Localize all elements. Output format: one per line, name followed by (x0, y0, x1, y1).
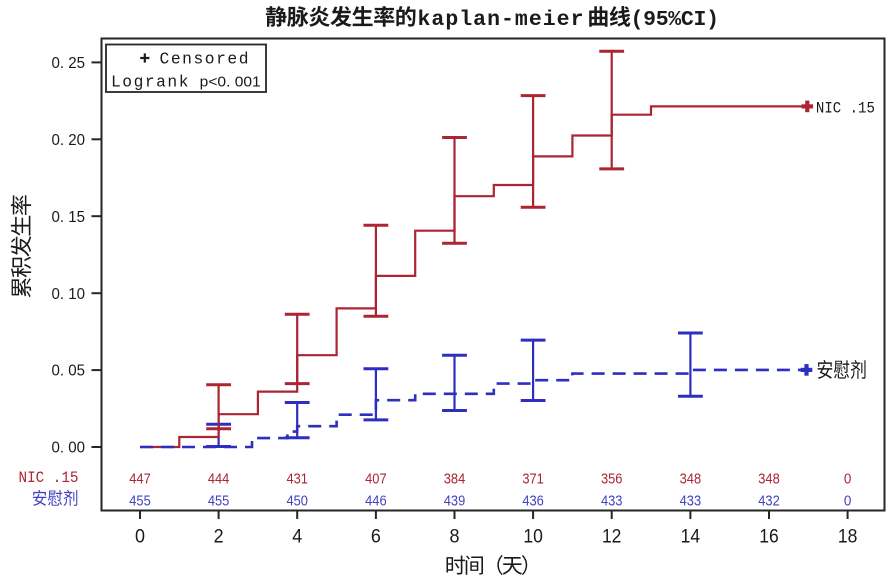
svg-text:14: 14 (681, 525, 701, 547)
svg-text:8: 8 (450, 525, 460, 547)
svg-text:433: 433 (601, 493, 623, 509)
svg-text:407: 407 (365, 471, 387, 487)
svg-text:436: 436 (522, 493, 544, 509)
svg-text:Censored: Censored (160, 50, 249, 69)
svg-text:446: 446 (365, 493, 387, 509)
svg-text:6: 6 (371, 525, 381, 547)
svg-text:432: 432 (758, 493, 780, 509)
svg-text:Logrank: Logrank (111, 72, 189, 91)
svg-text:0: 0 (135, 525, 145, 547)
svg-text:NIC .15: NIC .15 (816, 99, 875, 117)
svg-text:2: 2 (214, 525, 224, 547)
svg-text:444: 444 (208, 471, 230, 487)
svg-text:455: 455 (208, 493, 230, 509)
svg-text:450: 450 (286, 493, 308, 509)
svg-text:0. 15: 0. 15 (52, 209, 86, 226)
svg-text:0. 10: 0. 10 (52, 286, 86, 303)
svg-text:433: 433 (680, 493, 702, 509)
svg-text:455: 455 (129, 493, 151, 509)
svg-text:18: 18 (838, 525, 858, 547)
svg-text:kaplan-meier: kaplan-meier (418, 8, 584, 32)
svg-text:0. 20: 0. 20 (52, 132, 86, 149)
svg-text:371: 371 (522, 471, 544, 487)
svg-text:12: 12 (602, 525, 622, 547)
svg-text:0: 0 (844, 493, 852, 509)
svg-text:439: 439 (444, 493, 466, 509)
svg-text:447: 447 (129, 471, 151, 487)
svg-text:348: 348 (680, 471, 702, 487)
svg-text:16: 16 (759, 525, 779, 547)
svg-text:356: 356 (601, 471, 623, 487)
svg-text:0: 0 (844, 471, 852, 487)
svg-text:0. 25: 0. 25 (52, 55, 86, 72)
svg-text:4: 4 (292, 525, 302, 547)
svg-text:348: 348 (758, 471, 780, 487)
svg-text:0. 00: 0. 00 (52, 440, 86, 457)
svg-text:384: 384 (444, 471, 466, 487)
svg-text:431: 431 (286, 471, 308, 487)
svg-text:0. 05: 0. 05 (52, 363, 86, 380)
svg-text:(95%CI): (95%CI) (631, 8, 720, 32)
svg-text:p<0. 001: p<0. 001 (200, 73, 261, 90)
svg-text:10: 10 (523, 525, 543, 547)
svg-text:NIC .15: NIC .15 (19, 469, 79, 487)
